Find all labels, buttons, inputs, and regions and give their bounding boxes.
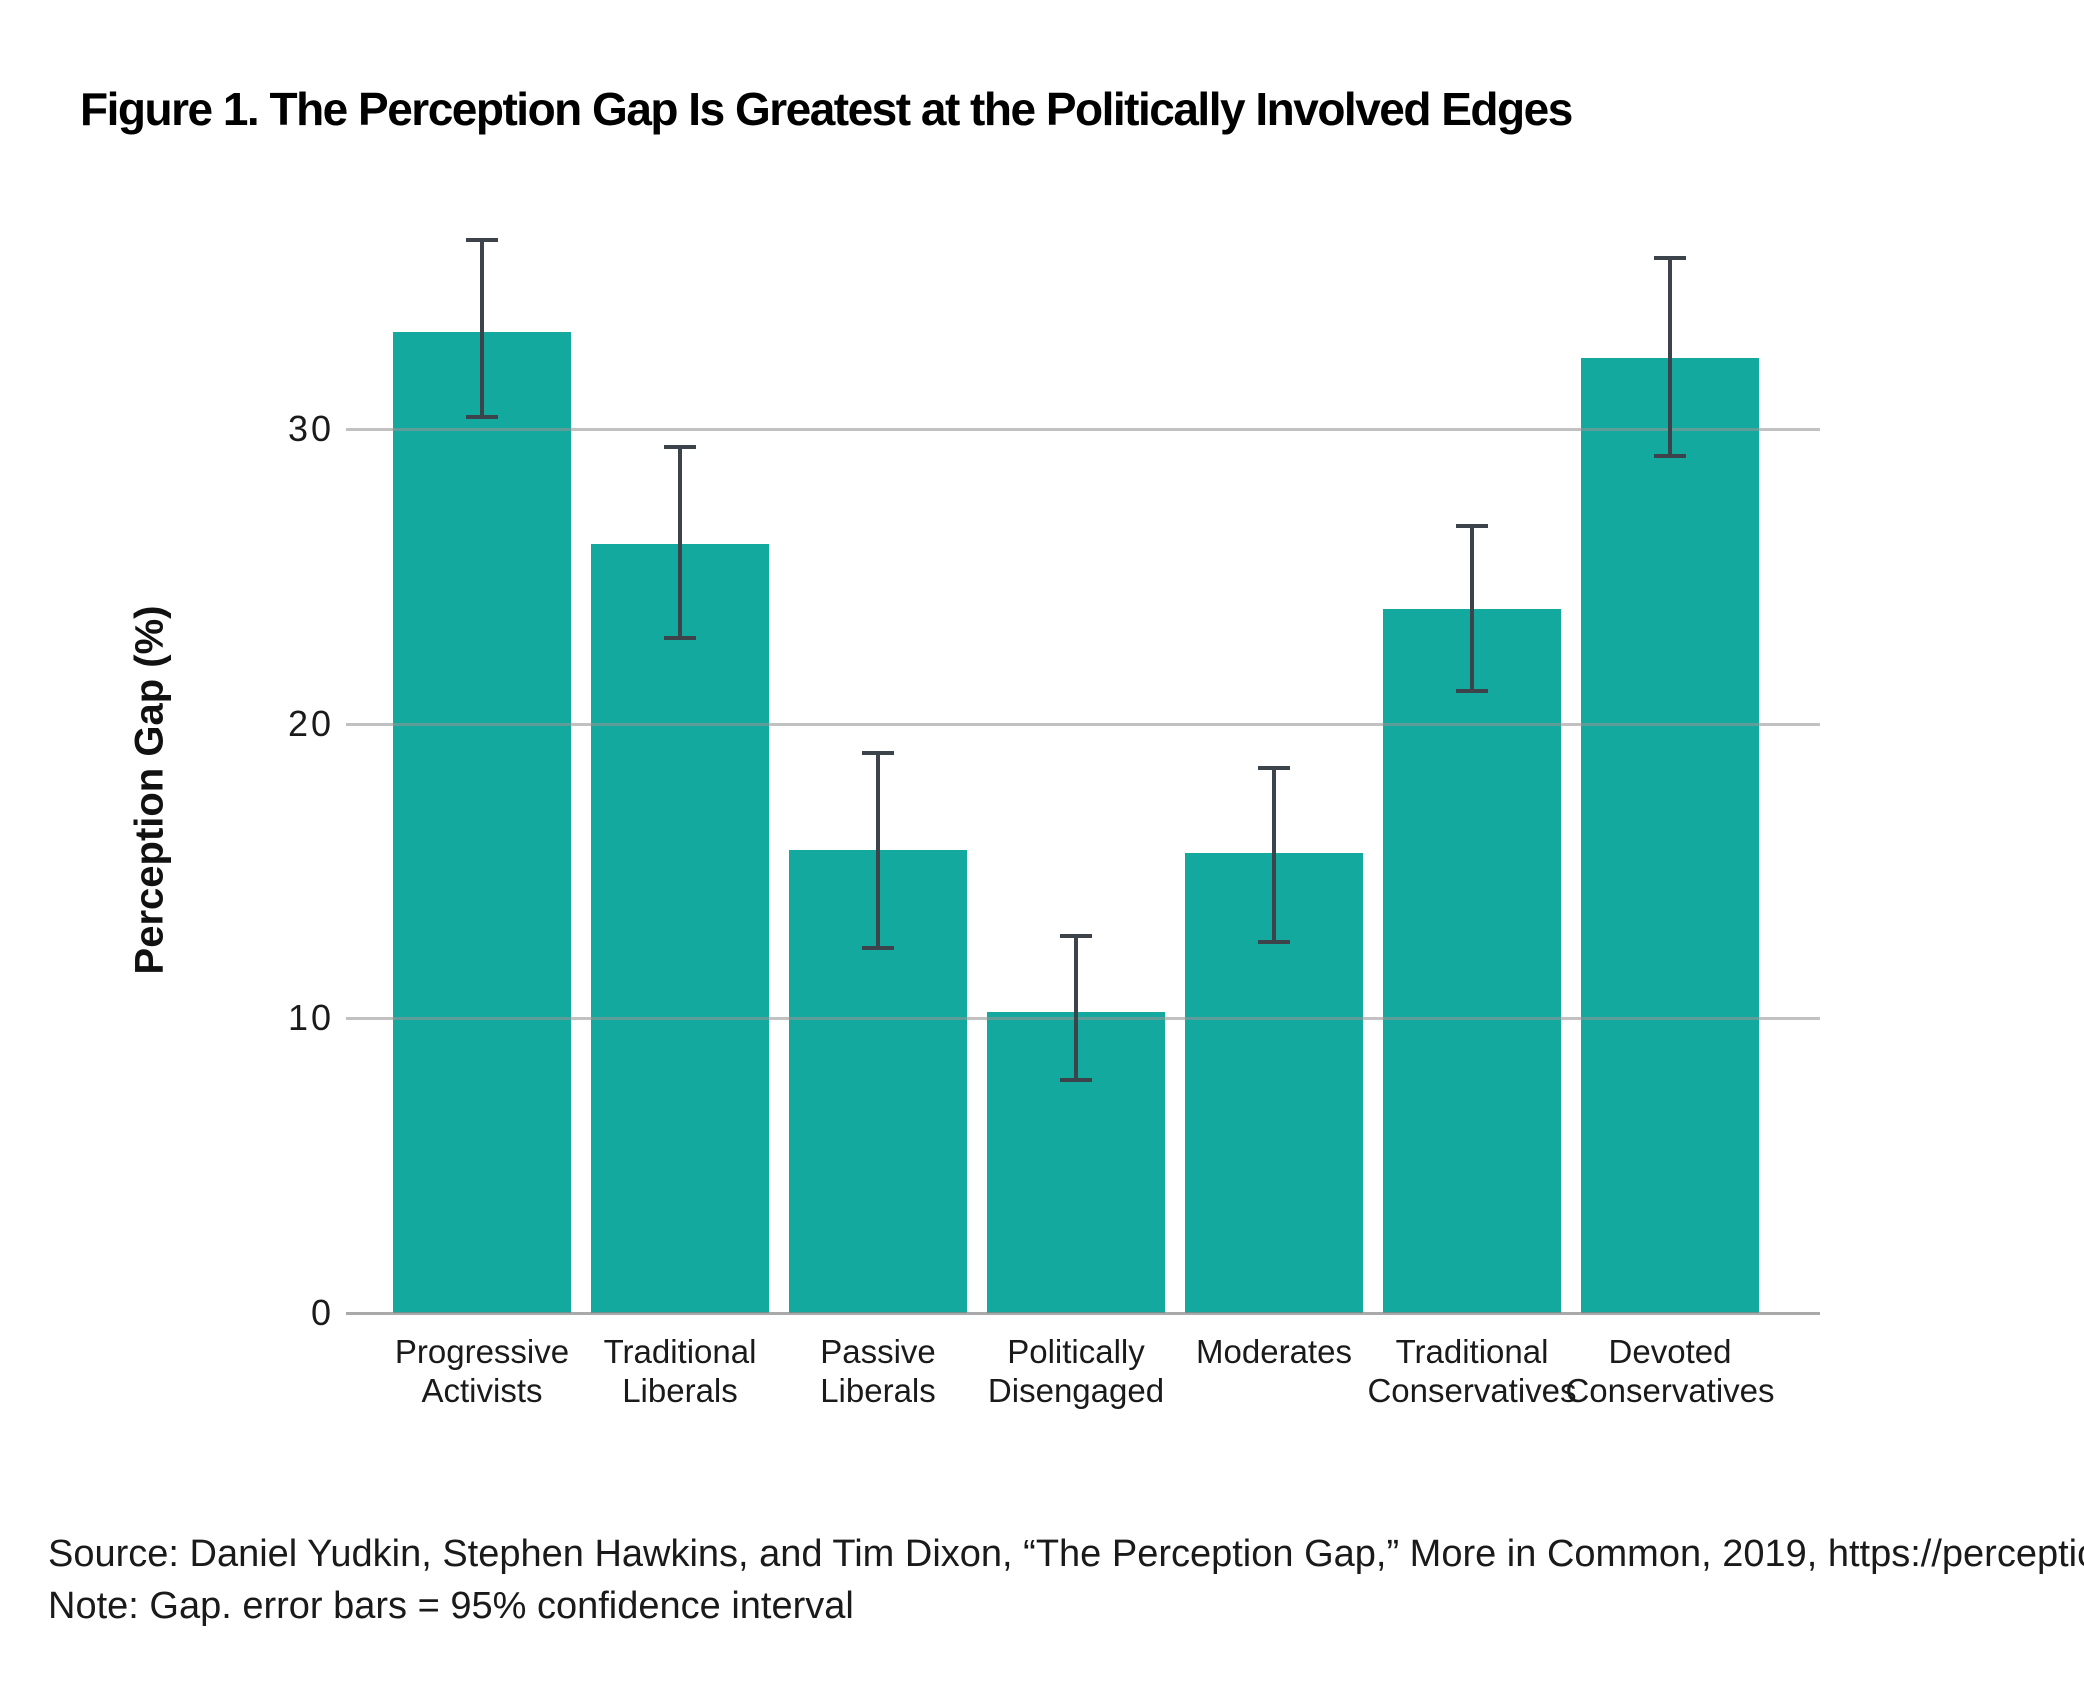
error-bar-cap-bottom [1654, 453, 1686, 458]
gridline-10 [346, 1017, 1820, 1021]
bar-traditional-liberals [591, 543, 769, 1313]
gridline-20 [346, 722, 1820, 726]
error-bar-cap-bottom [1060, 1078, 1092, 1083]
error-bar-cap-bottom [1456, 689, 1488, 694]
error-bar-cap-top [664, 444, 696, 449]
gridline-30 [346, 428, 1820, 431]
error-bar-line [678, 446, 682, 639]
x-axis-line [346, 1312, 1820, 1315]
error-bar-cap-top [466, 238, 498, 243]
error-bar-cap-top [862, 751, 894, 756]
chart-title: Figure 1. The Perception Gap Is Greatest… [80, 83, 1573, 135]
error-bar-cap-top [1060, 933, 1092, 938]
error-bar-cap-top [1258, 765, 1290, 770]
x-category-label: Traditional Liberals [603, 1333, 757, 1409]
x-category-label: Devoted Conservatives [1565, 1333, 1775, 1409]
error-bar-cap-bottom [466, 415, 498, 420]
y-tick-label-20: 20 [287, 702, 334, 744]
x-category-label: Traditional Conservatives [1367, 1333, 1577, 1409]
error-bar-cap-bottom [862, 945, 894, 950]
y-tick-label-10: 10 [287, 997, 334, 1039]
x-category-label: Politically Disengaged [987, 1333, 1165, 1409]
error-bar-line [1668, 258, 1672, 456]
bar-traditional-conservatives [1383, 608, 1561, 1313]
error-bar-cap-bottom [1258, 939, 1290, 944]
bar-devoted-conservatives [1581, 358, 1759, 1313]
error-bar-line [1272, 767, 1276, 942]
note-text: Note: Gap. error bars = 95% confidence i… [48, 1585, 854, 1627]
bar-progressive-activists [393, 331, 571, 1313]
error-bar-line [1470, 526, 1474, 692]
error-bar-line [876, 753, 880, 948]
error-bar-cap-top [1456, 524, 1488, 529]
error-bar-cap-top [1654, 256, 1686, 261]
error-bar-line [480, 240, 484, 418]
y-tick-label-0: 0 [310, 1292, 334, 1333]
y-tick-label-30: 30 [287, 408, 334, 449]
error-bar-cap-bottom [664, 636, 696, 641]
x-category-label: Progressive Activists [394, 1333, 570, 1409]
y-axis-label: Perception Gap (%) [127, 605, 172, 975]
caption-block: Source: Daniel Yudkin, Stephen Hawkins, … [48, 1528, 2084, 1632]
x-category-label: Passive Liberals [820, 1333, 936, 1409]
x-category-label: Moderates [1196, 1333, 1352, 1370]
source-text: Source: Daniel Yudkin, Stephen Hawkins, … [48, 1533, 2084, 1575]
error-bar-line [1074, 935, 1078, 1081]
